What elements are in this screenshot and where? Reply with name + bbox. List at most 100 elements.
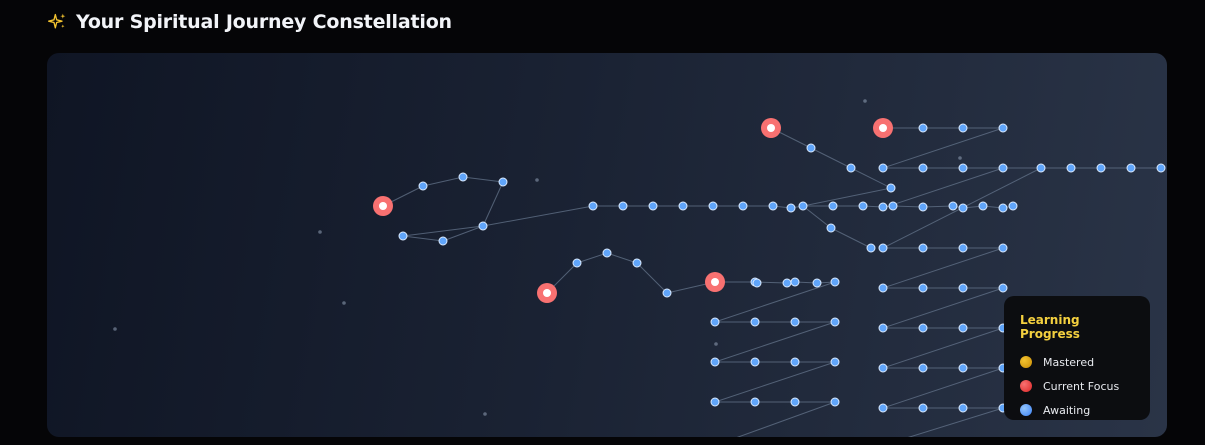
awaiting-node[interactable] (710, 317, 720, 327)
connection-line (714, 321, 836, 363)
awaiting-node[interactable] (830, 317, 840, 327)
current-focus-node-core (711, 278, 719, 286)
awaiting-node[interactable] (918, 323, 928, 333)
awaiting-node[interactable] (918, 243, 928, 253)
background-star (535, 178, 539, 182)
awaiting-node[interactable] (958, 363, 968, 373)
awaiting-node[interactable] (752, 278, 762, 288)
connection-line (714, 361, 836, 403)
awaiting-node[interactable] (812, 278, 822, 288)
awaiting-node[interactable] (958, 163, 968, 173)
awaiting-node[interactable] (878, 243, 888, 253)
connection-line (606, 252, 638, 264)
awaiting-node[interactable] (918, 202, 928, 212)
awaiting-node[interactable] (830, 397, 840, 407)
current-focus-node-core (879, 124, 887, 132)
awaiting-node[interactable] (998, 123, 1008, 133)
awaiting-node[interactable] (710, 357, 720, 367)
awaiting-node[interactable] (998, 203, 1008, 213)
awaiting-node[interactable] (750, 317, 760, 327)
legend-item-awaiting: Awaiting (1020, 398, 1134, 422)
awaiting-node[interactable] (1036, 163, 1046, 173)
legend-title: Learning Progress (1020, 313, 1080, 341)
awaiting-node[interactable] (648, 201, 658, 211)
awaiting-node[interactable] (588, 201, 598, 211)
awaiting-node[interactable] (438, 236, 448, 246)
connection-line (402, 235, 444, 242)
awaiting-node[interactable] (826, 223, 836, 233)
awaiting-node[interactable] (750, 357, 760, 367)
legend: Learning Progress Mastered Current Focus… (1004, 296, 1150, 420)
awaiting-node[interactable] (918, 403, 928, 413)
awaiting-node[interactable] (632, 258, 642, 268)
sparkles-icon (48, 13, 66, 29)
background-star (958, 156, 962, 160)
awaiting-node[interactable] (958, 283, 968, 293)
awaiting-node[interactable] (948, 201, 958, 211)
awaiting-node[interactable] (918, 163, 928, 173)
awaiting-node[interactable] (918, 283, 928, 293)
awaiting-node[interactable] (888, 201, 898, 211)
awaiting-node[interactable] (458, 172, 468, 182)
awaiting-node[interactable] (750, 397, 760, 407)
awaiting-node[interactable] (710, 397, 720, 407)
awaiting-node[interactable] (830, 277, 840, 287)
awaiting-node[interactable] (878, 163, 888, 173)
connection-line (636, 262, 668, 294)
awaiting-node[interactable] (602, 248, 612, 258)
awaiting-node[interactable] (878, 323, 888, 333)
awaiting-node[interactable] (782, 278, 792, 288)
awaiting-node[interactable] (1066, 163, 1076, 173)
awaiting-node[interactable] (678, 201, 688, 211)
awaiting-node[interactable] (878, 363, 888, 373)
awaiting-node[interactable] (572, 258, 582, 268)
awaiting-node[interactable] (398, 231, 408, 241)
awaiting-node[interactable] (790, 277, 800, 287)
awaiting-node[interactable] (768, 201, 778, 211)
awaiting-node[interactable] (1008, 201, 1018, 211)
awaiting-node[interactable] (878, 403, 888, 413)
awaiting-node[interactable] (478, 221, 488, 231)
awaiting-node[interactable] (1156, 163, 1166, 173)
awaiting-node[interactable] (858, 201, 868, 211)
awaiting-node[interactable] (798, 201, 808, 211)
awaiting-node[interactable] (846, 163, 856, 173)
awaiting-node[interactable] (998, 283, 1008, 293)
connection-line (576, 252, 608, 264)
awaiting-node[interactable] (806, 143, 816, 153)
awaiting-node[interactable] (708, 201, 718, 211)
awaiting-node[interactable] (878, 283, 888, 293)
awaiting-node[interactable] (978, 201, 988, 211)
awaiting-node[interactable] (918, 123, 928, 133)
constellation-map (113, 99, 1166, 437)
connection-line (482, 181, 504, 227)
awaiting-node[interactable] (790, 357, 800, 367)
connection-line (462, 176, 504, 183)
awaiting-node[interactable] (738, 201, 748, 211)
awaiting-node[interactable] (886, 183, 896, 193)
awaiting-node[interactable] (790, 317, 800, 327)
awaiting-node[interactable] (418, 181, 428, 191)
awaiting-node[interactable] (498, 177, 508, 187)
page-title: Your Spiritual Journey Constellation (76, 11, 452, 33)
awaiting-node[interactable] (958, 123, 968, 133)
awaiting-node[interactable] (1096, 163, 1106, 173)
awaiting-node[interactable] (958, 203, 968, 213)
awaiting-node[interactable] (866, 243, 876, 253)
awaiting-node[interactable] (1126, 163, 1136, 173)
awaiting-node[interactable] (786, 203, 796, 213)
awaiting-node[interactable] (790, 397, 800, 407)
awaiting-node[interactable] (998, 243, 1008, 253)
awaiting-node[interactable] (662, 288, 672, 298)
awaiting-node[interactable] (958, 323, 968, 333)
awaiting-node[interactable] (830, 357, 840, 367)
awaiting-node[interactable] (618, 201, 628, 211)
awaiting-node[interactable] (998, 163, 1008, 173)
connection-line (802, 205, 832, 229)
awaiting-node[interactable] (878, 202, 888, 212)
awaiting-node[interactable] (828, 201, 838, 211)
awaiting-node[interactable] (958, 403, 968, 413)
awaiting-node[interactable] (918, 363, 928, 373)
legend-label-awaiting: Awaiting (1043, 403, 1091, 417)
awaiting-node[interactable] (958, 243, 968, 253)
